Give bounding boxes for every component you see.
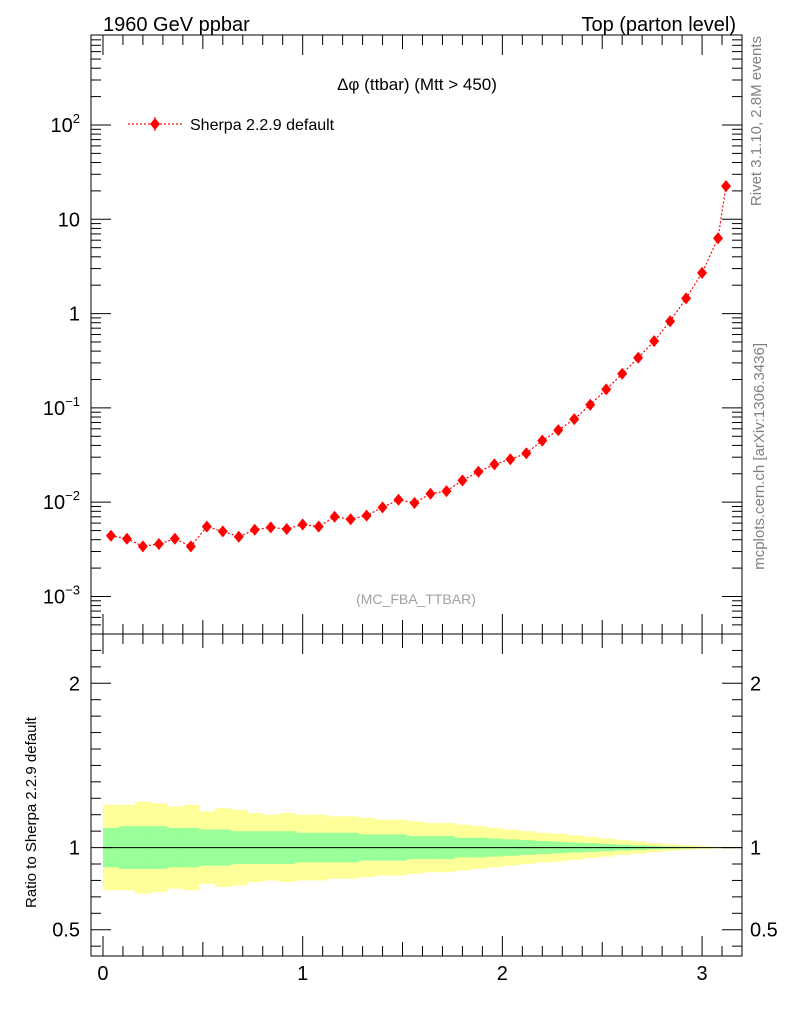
data-point-marker	[217, 525, 228, 538]
data-point-marker	[345, 513, 356, 526]
data-point-marker	[121, 532, 132, 545]
ratio-y-tick-label-right: 2	[750, 673, 761, 695]
legend: Sherpa 2.2.9 default	[128, 117, 335, 134]
header-right-label: Top (parton level)	[581, 14, 736, 36]
header-left-label: 1960 GeV ppbar	[103, 14, 250, 36]
data-point-marker	[425, 487, 436, 500]
data-point-marker	[633, 351, 644, 364]
data-point-marker	[169, 532, 180, 545]
x-tick-label: 0	[97, 963, 108, 985]
data-point-marker	[233, 530, 244, 543]
data-point-marker	[569, 413, 580, 426]
data-point-marker	[201, 520, 212, 533]
data-point-marker	[489, 458, 500, 471]
ratio-y-tick-label-left: 2	[69, 673, 80, 695]
main-y-ticks: 10−3 10−2 10−1 1 10 102	[43, 34, 742, 635]
data-point-marker	[553, 424, 564, 437]
ratio-y-tick-label-right: 1	[750, 838, 761, 860]
data-point-marker	[617, 367, 628, 380]
ratio-x-ticks: 0 1 2 3	[97, 634, 743, 985]
y-tick-label: 10−2	[43, 488, 80, 514]
data-point-marker	[521, 447, 532, 460]
data-point-marker	[537, 434, 548, 447]
data-point-marker	[713, 232, 724, 245]
data-point-marker	[361, 509, 372, 522]
x-tick-label: 1	[297, 963, 308, 985]
ratio-y-tick-label-left: 1	[69, 838, 80, 860]
data-point-marker	[393, 493, 404, 506]
ratio-y-ticks: 0.5 0.5 1 1 2 2	[52, 649, 778, 947]
main-panel: 10−3 10−2 10−1 1 10 102 Δφ (ttbar) (Mtt > 450…	[43, 34, 743, 635]
data-point-marker	[473, 465, 484, 478]
data-point-marker	[697, 266, 708, 279]
y-tick-label: 102	[51, 111, 80, 137]
data-point-marker	[409, 497, 420, 510]
data-point-marker	[377, 501, 388, 514]
legend-series-label: Sherpa 2.2.9 default	[190, 117, 335, 134]
y-tick-label: 1	[69, 304, 80, 326]
y-tick-label: 10−3	[43, 582, 80, 608]
data-point-marker	[457, 474, 468, 487]
x-tick-label: 3	[696, 963, 707, 985]
data-point-marker	[585, 398, 596, 411]
data-point-marker	[681, 292, 692, 305]
ratio-y-axis-label: Ratio to Sherpa 2.2.9 default	[23, 716, 40, 908]
data-point-marker	[505, 453, 516, 466]
data-point-marker	[329, 510, 340, 523]
ratio-y-tick-label-left: 0.5	[52, 920, 80, 942]
data-point-marker	[297, 518, 308, 531]
data-point-marker	[281, 522, 292, 535]
ratio-panel-frame	[90, 633, 743, 957]
y-tick-label: 10	[58, 209, 80, 231]
data-point-marker	[185, 540, 196, 553]
data-point-marker	[265, 521, 276, 534]
legend-marker-sample	[150, 118, 160, 130]
data-point-marker	[721, 180, 732, 193]
main-x-ticks	[102, 35, 743, 634]
data-point-marker	[153, 538, 164, 551]
data-point-marker	[105, 529, 116, 542]
rivet-side-label: Rivet 3.1.10, 2.8M events	[748, 36, 765, 206]
series-line	[110, 186, 727, 548]
data-point-marker	[249, 523, 260, 536]
main-plot-area	[105, 180, 732, 553]
data-point-marker	[137, 540, 148, 553]
mcplots-side-label: mcplots.cern.ch [arXiv:1306.3436]	[751, 343, 768, 570]
data-point-marker	[441, 485, 452, 498]
ratio-y-tick-label-right: 0.5	[750, 920, 778, 942]
data-point-marker	[665, 315, 676, 328]
analysis-tag-label: (MC_FBA_TTBAR)	[356, 591, 476, 607]
y-tick-label: 10−1	[43, 394, 80, 420]
data-point-marker	[313, 520, 324, 533]
data-point-marker	[601, 383, 612, 396]
x-tick-label: 2	[497, 963, 508, 985]
main-plot-title: Δφ (ttbar) (Mtt > 450)	[337, 75, 497, 94]
data-point-marker	[649, 335, 660, 348]
ratio-panel: 0.5 0.5 1 1 2 2 0 1 2 3 Ratio to Sherpa 2.2.9 de…	[23, 633, 778, 985]
